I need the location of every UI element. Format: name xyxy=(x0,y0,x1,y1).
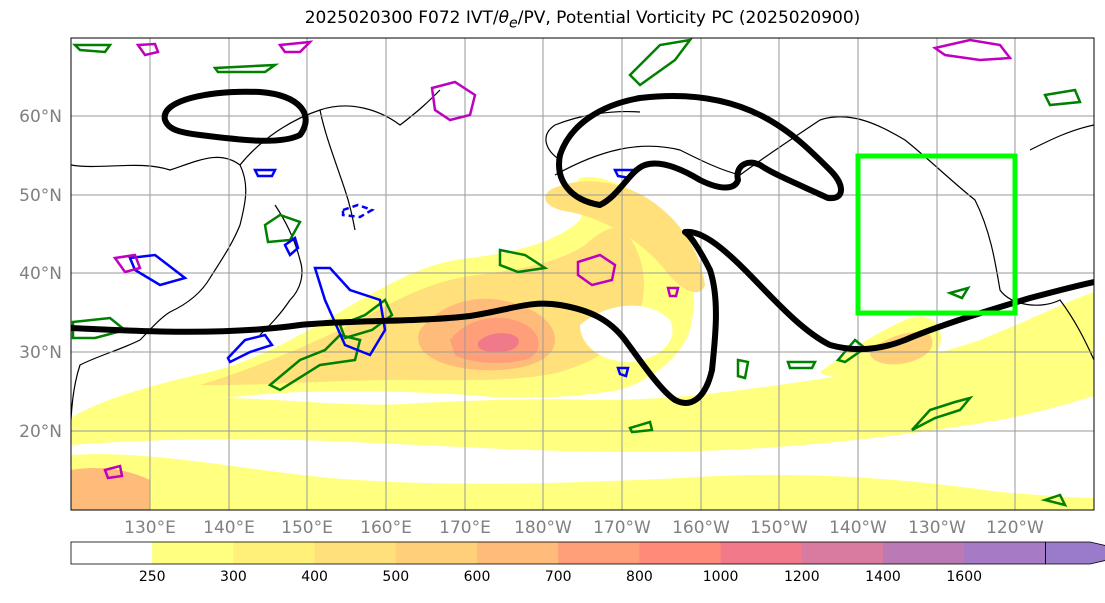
pv-main-line xyxy=(71,228,1094,406)
ivt-shading xyxy=(71,176,1094,510)
ivt-core-sw xyxy=(71,468,150,510)
lat-label: 20°N xyxy=(19,422,62,442)
colorbar-tick-label: 800 xyxy=(626,569,653,585)
lon-labels: 130°E 140°E 150°E 160°E 170°E 180°W 170°… xyxy=(124,518,1044,538)
lat-label: 50°N xyxy=(19,186,62,206)
lon-label: 130°W xyxy=(908,518,966,538)
ivt-band-far-south xyxy=(71,454,1094,510)
alaska-na-coast xyxy=(554,116,1094,361)
colorbar-segment xyxy=(801,542,884,564)
lon-label: 130°E xyxy=(124,518,176,538)
lat-label: 40°N xyxy=(19,264,62,284)
colorbar-tick-label: 1400 xyxy=(865,569,901,585)
colorbar-tick-label: 1000 xyxy=(703,569,739,585)
colorbar-frame xyxy=(70,541,1046,565)
lon-label: 140°W xyxy=(829,518,887,538)
colorbar-segment xyxy=(720,542,803,564)
lat-label: 30°N xyxy=(19,343,62,363)
lon-label: 140°E xyxy=(203,518,255,538)
lon-label: 160°E xyxy=(360,518,412,538)
lon-label: 120°W xyxy=(986,518,1044,538)
colorbar-segment xyxy=(152,542,234,564)
lon-label: 150°E xyxy=(281,518,333,538)
pv-lines xyxy=(71,88,1094,406)
colorbar-segment xyxy=(314,542,397,564)
lon-label: 170°E xyxy=(439,518,491,538)
colorbar-tick-label: 600 xyxy=(464,569,491,585)
colorbar-segment xyxy=(71,542,153,564)
map-title: 2025020300 F072 IVT/θe/PV, Potential Vor… xyxy=(304,8,861,32)
lat-label: 60°N xyxy=(19,107,62,127)
na-north xyxy=(1029,124,1094,151)
colorbar-tick-label: 250 xyxy=(139,569,166,585)
ivt-east-blob-inner xyxy=(869,332,933,365)
colorbar-tick-label: 1600 xyxy=(946,569,982,585)
colorbar-segment xyxy=(477,542,559,564)
ivt-ar-core xyxy=(477,333,519,352)
colorbar-extend-arrow xyxy=(1045,541,1105,565)
pv-alaska-loop xyxy=(556,93,844,208)
colorbar-segment xyxy=(395,542,478,564)
colorbar-tick-label: 300 xyxy=(220,569,247,585)
japan xyxy=(259,204,303,336)
pv-closed-contour xyxy=(161,88,309,144)
colorbar-segment xyxy=(558,542,640,564)
coastlines xyxy=(71,89,1094,421)
lon-label: 180°W xyxy=(514,518,572,538)
colorbar-tick-label: 700 xyxy=(545,569,572,585)
colorbar-segment xyxy=(639,542,722,564)
siberia-coast xyxy=(239,89,441,166)
asia-coast xyxy=(71,156,247,421)
lon-label: 150°W xyxy=(750,518,808,538)
lon-label: 160°W xyxy=(672,518,730,538)
alaska-west xyxy=(545,111,641,161)
highlight-box xyxy=(855,153,1018,316)
map-content xyxy=(71,38,1094,510)
colorbar-tick-label: 500 xyxy=(382,569,409,585)
pv-contours xyxy=(71,38,1082,507)
colorbar-tick-label: 1200 xyxy=(784,569,820,585)
colorbar-segment xyxy=(883,542,965,564)
colorbar-segment xyxy=(964,542,1046,564)
ivt-tongue xyxy=(545,181,705,293)
colorbar-segment xyxy=(233,542,316,564)
colorbar: 250 300 400 500 600 700 800 1000 1200 1400 1600 xyxy=(70,541,1105,585)
colorbar-tick-label: 400 xyxy=(301,569,328,585)
map-frame xyxy=(70,37,1095,511)
lat-labels: 60°N 50°N 40°N 30°N 20°N xyxy=(19,107,62,442)
lon-label: 170°W xyxy=(593,518,651,538)
